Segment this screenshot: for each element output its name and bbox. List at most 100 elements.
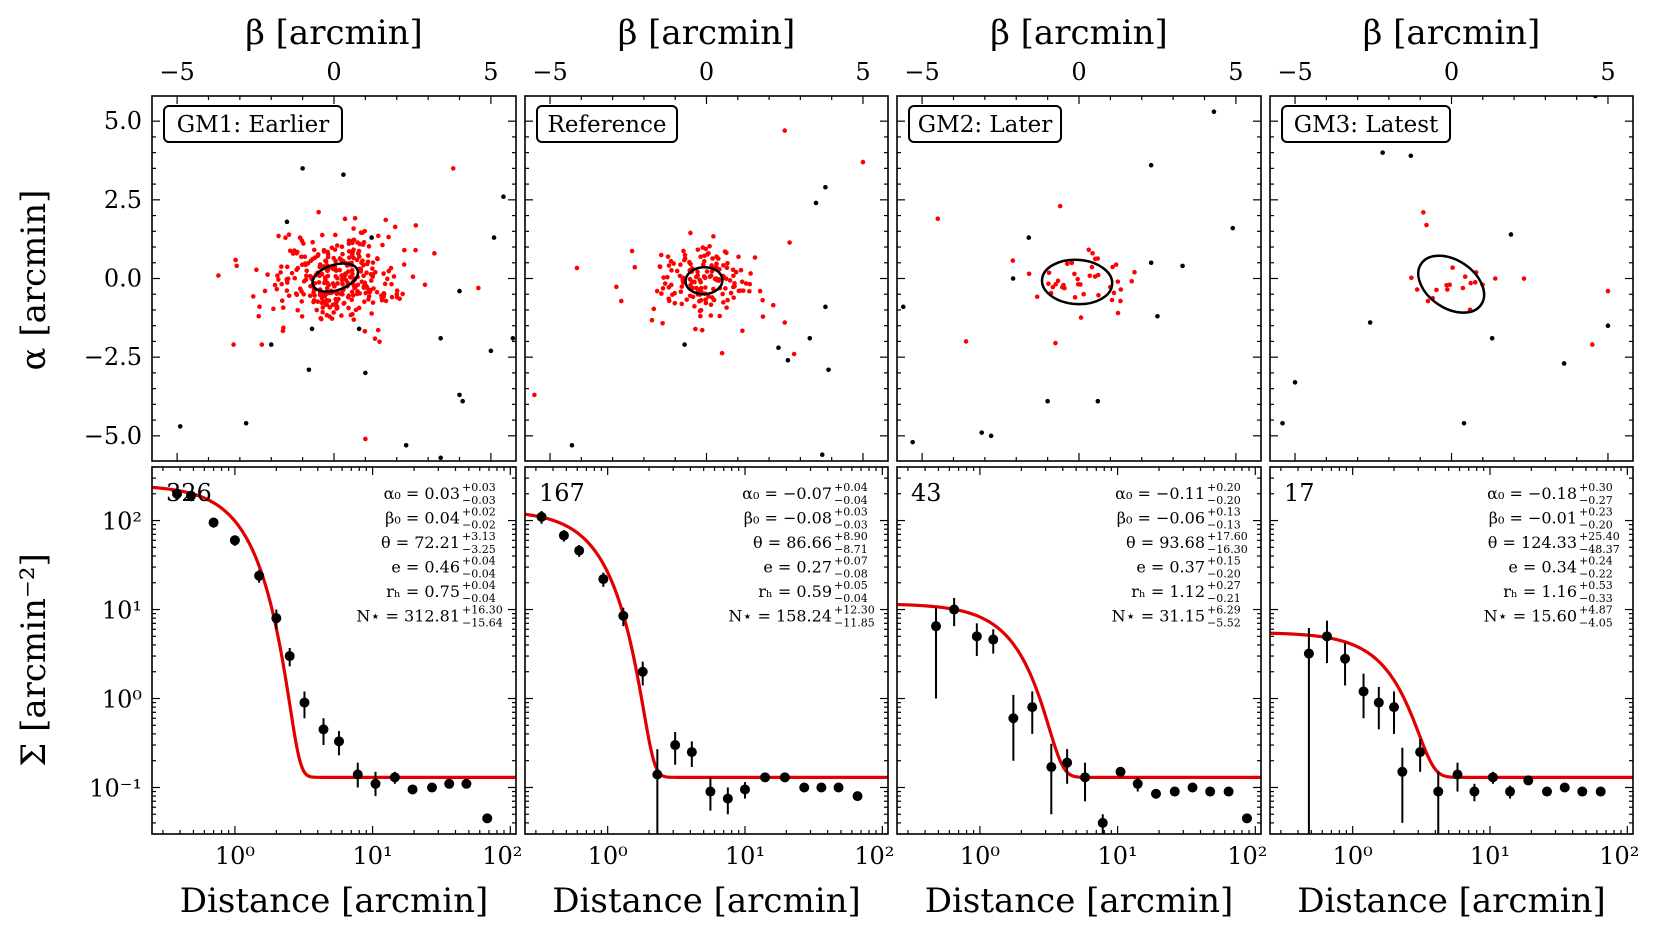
param-upper-error: +0.15 (1207, 555, 1241, 568)
sigma-tick-label: 10⁰ (102, 686, 142, 714)
nonmember-star (341, 172, 346, 177)
beta-tick-label: 5 (1228, 58, 1243, 86)
member-star (1055, 278, 1061, 284)
member-star (661, 275, 666, 280)
profile-point (618, 610, 629, 621)
member-star (381, 290, 387, 296)
member-star (692, 303, 697, 309)
profile-point (1469, 786, 1480, 797)
profile-point (389, 772, 400, 783)
profile-point (1097, 817, 1108, 828)
param-upper-error: +17.60 (1207, 530, 1248, 543)
param-label: β₀ = −0.06 (1117, 509, 1205, 528)
member-star (351, 317, 357, 322)
profile-point (1397, 766, 1408, 777)
nonmember-star (363, 370, 368, 376)
member-star (682, 257, 687, 263)
beta-axis-label: β [arcmin] (990, 13, 1168, 53)
nonmember-star (1605, 323, 1611, 328)
member-star (370, 266, 375, 271)
member-star (1072, 295, 1078, 300)
distance-tick-label: 10² (854, 842, 894, 870)
member-star (357, 241, 363, 247)
member-star (687, 259, 692, 265)
param-label: e = 0.46 (391, 558, 460, 577)
member-star (397, 296, 402, 302)
member-star (340, 281, 345, 287)
member-star (381, 271, 386, 276)
param-label: β₀ = −0.08 (744, 509, 832, 528)
member-star (345, 295, 351, 300)
member-star (320, 305, 326, 310)
nonmember-star (243, 420, 249, 426)
param-lower-error: −8.71 (834, 543, 868, 556)
alpha-tick-label: −2.5 (84, 343, 142, 371)
profile-point (799, 782, 810, 793)
nonmember-star (1561, 361, 1567, 366)
profile-point (833, 782, 844, 793)
member-star (574, 265, 580, 271)
member-star (274, 286, 280, 292)
profile-point (1150, 788, 1161, 799)
half-light-ellipse (311, 262, 360, 293)
member-star (1605, 288, 1611, 294)
nonmember-star (776, 345, 781, 351)
member-star (276, 233, 281, 239)
distance-tick-label: 10² (482, 842, 522, 870)
distance-tick-label: 10¹ (353, 842, 393, 870)
beta-axis-label: β [arcmin] (618, 13, 796, 53)
member-star (747, 288, 752, 294)
member-star (350, 240, 355, 246)
nonmember-star (491, 235, 497, 240)
member-star (1110, 264, 1115, 270)
member-star (720, 291, 725, 297)
member-star (216, 273, 221, 278)
member-star (651, 306, 657, 312)
member-star (276, 277, 281, 282)
profile-point (988, 634, 999, 645)
profile-point (426, 782, 437, 793)
param-lower-error: −0.03 (462, 494, 496, 507)
member-star (1081, 291, 1086, 297)
member-star (366, 294, 372, 299)
param-lower-error: −0.20 (1207, 494, 1241, 507)
member-star (743, 281, 749, 286)
profile-point (284, 651, 295, 662)
member-star (760, 314, 766, 319)
sigma-tick-label: 10² (102, 508, 142, 536)
alpha-tick-label: −5.0 (84, 422, 142, 450)
profile-plot (152, 485, 516, 824)
member-star (349, 289, 355, 295)
param-lower-error: −0.27 (1579, 494, 1613, 507)
member-star (375, 233, 381, 239)
member-star (760, 297, 765, 303)
param-label: e = 0.27 (763, 558, 832, 577)
nonmember-star (268, 342, 274, 347)
member-star (279, 264, 284, 269)
member-star (704, 269, 710, 274)
member-star (257, 304, 262, 310)
profile-point (1046, 761, 1057, 772)
member-star (684, 297, 690, 302)
member-star (389, 294, 395, 300)
param-label: β₀ = −0.01 (1489, 509, 1577, 528)
member-star (299, 254, 304, 260)
member-star (963, 339, 969, 344)
member-star (747, 281, 753, 287)
member-star (331, 310, 336, 315)
profile-point (574, 545, 585, 556)
member-star (339, 244, 345, 250)
member-star (1115, 279, 1121, 284)
profile-frame (896, 466, 1262, 835)
member-star (311, 298, 317, 303)
param-label: rₕ = 0.59 (758, 582, 832, 601)
param-lower-error: −0.04 (462, 592, 496, 605)
member-star (297, 235, 303, 241)
member-star (334, 243, 340, 248)
profile-point (1303, 648, 1314, 659)
beta-tick-label: 0 (1071, 58, 1086, 86)
profile-point (1389, 702, 1400, 713)
member-star (371, 286, 376, 291)
member-star (359, 279, 365, 285)
member-star (374, 289, 380, 295)
